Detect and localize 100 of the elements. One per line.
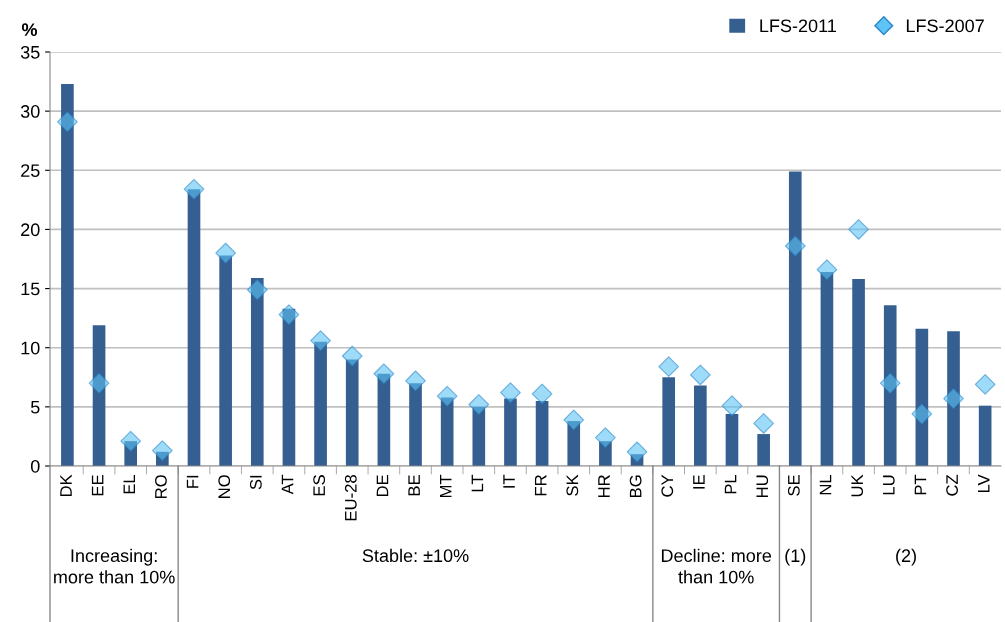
x-tick-label: FI: [186, 475, 199, 488]
x-tick-label: EU-28: [344, 475, 357, 521]
point: [563, 409, 585, 431]
point: [183, 178, 205, 200]
x-tick-label: ES: [313, 475, 326, 496]
x-tick-label: CZ: [946, 474, 958, 496]
point: [341, 345, 363, 367]
point: [310, 330, 331, 351]
point: [626, 441, 648, 463]
point: [151, 440, 173, 461]
bar: [92, 325, 106, 466]
x-tick-label: NO: [218, 475, 231, 498]
x-tick-label: DE: [376, 475, 389, 497]
text: Increasing: more than 10%: [54, 548, 175, 584]
bar: [535, 400, 549, 466]
x-tick-label: IE: [693, 475, 705, 489]
y-tick-label: 15: [21, 282, 40, 296]
point: [848, 219, 869, 240]
text: (2): [896, 548, 916, 566]
bar: [567, 421, 581, 466]
y-tick-label: 35: [20, 45, 40, 59]
point: [436, 385, 458, 407]
x-tick-label: CY: [661, 474, 674, 497]
y-tick-label: 25: [21, 164, 40, 178]
bar: [345, 359, 359, 466]
x-tick-label: EL: [123, 474, 136, 494]
point: [721, 395, 743, 417]
text: Decline: more than 10%: [661, 548, 772, 584]
point: [215, 242, 237, 264]
x-tick-label: PL: [724, 474, 737, 494]
x-tick-label: PT: [914, 474, 927, 495]
bar: [915, 328, 929, 466]
x-tick-label: RO: [155, 475, 167, 498]
text: (1): [785, 548, 806, 566]
point: [595, 427, 616, 448]
bar: [978, 405, 992, 466]
bar: [250, 277, 264, 466]
bar: [757, 434, 770, 466]
point: [373, 363, 395, 385]
bar: [947, 331, 960, 466]
point: [531, 383, 553, 405]
x-tick-label: FR: [534, 475, 547, 496]
x-tick-label: MT: [440, 474, 452, 498]
x-tick-label: SK: [566, 474, 579, 496]
bar: [694, 385, 707, 466]
x-tick-label: BE: [408, 475, 420, 496]
bar: [662, 377, 676, 466]
bar: [219, 255, 232, 466]
text: Stable: ±10%: [362, 548, 469, 563]
x-tick-label: LT: [471, 474, 484, 492]
bar: [725, 413, 739, 466]
point: [689, 364, 711, 386]
bar: [504, 398, 517, 466]
x-tick-label: UK: [851, 474, 864, 497]
y-tick-label: 30: [20, 105, 40, 118]
x-tick-label: LU: [883, 475, 895, 495]
bar: [472, 406, 486, 466]
y-axis-title: %: [21, 23, 38, 36]
point: [816, 259, 838, 281]
point: [784, 235, 806, 257]
point: [57, 111, 78, 133]
bar: [599, 441, 612, 466]
x-tick-label: IT: [503, 474, 515, 488]
x-tick-label: NL: [819, 474, 832, 495]
bar: [788, 171, 802, 466]
x-tick-label: SI: [249, 475, 262, 490]
x-tick-label: LV: [978, 474, 990, 493]
point: [879, 372, 901, 394]
y-tick-label: 20: [21, 223, 40, 237]
y-tick-label: 0: [30, 459, 40, 473]
bar: [852, 279, 865, 466]
x-tick-label: BG: [629, 475, 642, 498]
x-tick-label: AT: [281, 474, 294, 495]
bar: [124, 441, 138, 466]
point: [405, 370, 426, 392]
x-tick-label: DK: [60, 474, 72, 497]
point: [468, 394, 490, 415]
y-tick-label: 10: [21, 341, 40, 355]
bar: [282, 308, 296, 466]
x-tick-label: SE: [787, 475, 800, 496]
point: [658, 356, 680, 378]
x-tick-label: HR: [598, 475, 610, 498]
point: [974, 374, 996, 395]
x-tick-label: EE: [91, 475, 104, 496]
point: [120, 430, 142, 452]
point: [278, 304, 300, 325]
bar: [156, 451, 169, 466]
legend-label: LFS-2007: [906, 19, 984, 33]
bar: [440, 397, 454, 466]
point: [246, 279, 268, 301]
bar: [187, 189, 201, 466]
legend-label: LFS-2011: [760, 19, 836, 33]
bar: [314, 341, 327, 466]
point: [911, 403, 933, 425]
x-tick-label: HU: [756, 475, 769, 498]
bar: [409, 383, 422, 466]
point: [500, 382, 521, 404]
point: [88, 372, 110, 394]
bar: [377, 373, 391, 466]
y-tick-label: 5: [30, 400, 40, 414]
